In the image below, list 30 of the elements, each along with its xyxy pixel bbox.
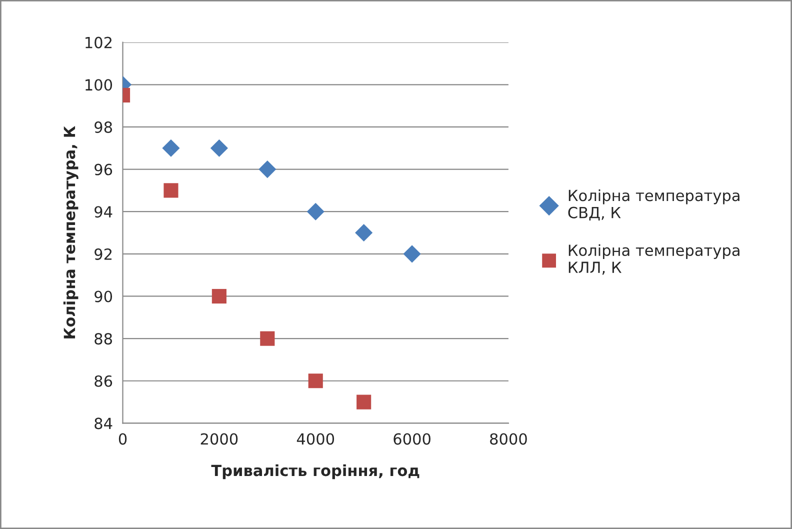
y-tick-label: 96 — [94, 164, 112, 176]
point — [356, 394, 372, 410]
x-tick-label: 8000 — [490, 433, 527, 445]
y-tick-label: 94 — [94, 206, 112, 218]
x-tick-label: 6000 — [394, 433, 430, 445]
y-tick-label: 98 — [94, 121, 112, 133]
x-tick-label: 0 — [118, 433, 127, 445]
y-tick-label: 88 — [94, 333, 112, 345]
y-axis-title: Колірна температура, К — [63, 126, 78, 338]
point — [308, 374, 323, 388]
y-tick-label: 86 — [94, 375, 112, 387]
point — [355, 224, 373, 242]
x-tick-label: 2000 — [200, 433, 238, 445]
point — [260, 331, 275, 346]
y-tick-label: 90 — [94, 290, 112, 302]
x-tick-label: 4000 — [296, 433, 334, 445]
point — [164, 183, 178, 198]
point — [210, 139, 228, 157]
point — [258, 160, 276, 178]
y-tick-label: 102 — [86, 36, 112, 48]
y-tick-label: 92 — [94, 248, 112, 260]
point — [212, 288, 226, 304]
legend-label: Колірна температура КЛЛ, К — [568, 244, 740, 275]
y-tick-label: 84 — [94, 418, 112, 430]
x-axis-title: Тривалість горіння, год — [211, 464, 420, 480]
y-tick-label: 100 — [86, 79, 112, 91]
point — [306, 202, 324, 220]
legend-label: Колірна температура СВД, К — [568, 189, 740, 221]
point — [403, 245, 421, 263]
point — [162, 139, 180, 157]
